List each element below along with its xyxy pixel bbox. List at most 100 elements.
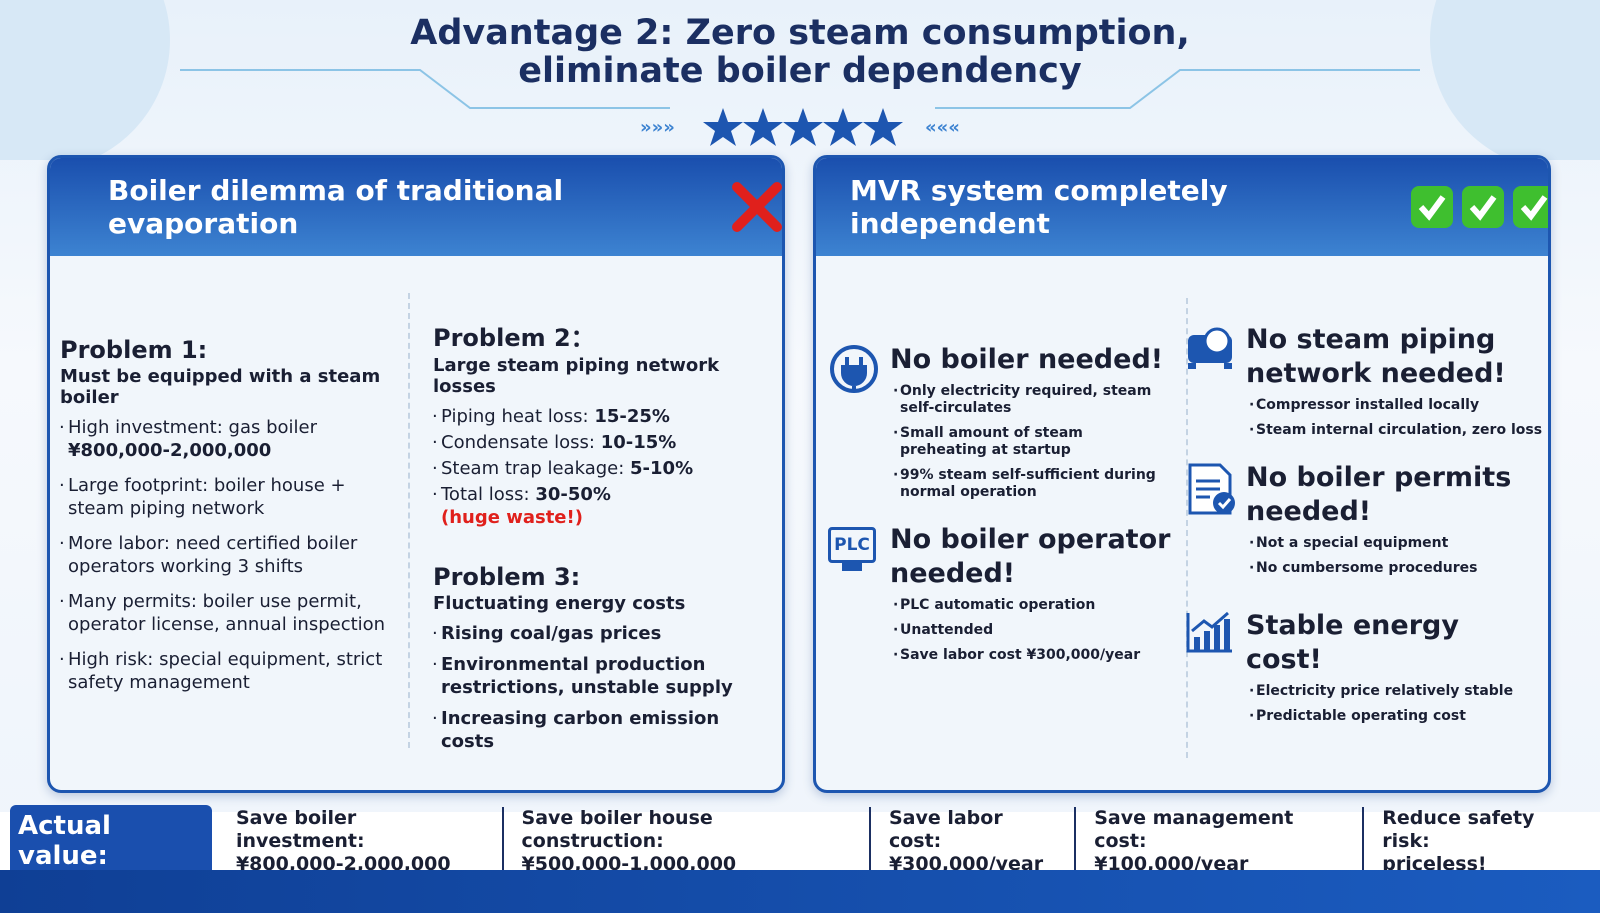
problem-item: High investment: gas boiler ¥800,000-2,0…: [59, 416, 405, 462]
problem-item: Environmental production restrictions, u…: [432, 653, 778, 699]
feature-item: Not a special equipment: [1249, 535, 1544, 552]
feature-item: Predictable operating cost: [1249, 708, 1544, 725]
feature-heading: Stable energy cost!: [1246, 610, 1459, 675]
footer-item-label: Reduce safety risk:: [1382, 806, 1535, 852]
feature-icon: [828, 343, 880, 399]
footer-item: Save boiler investment: ¥800,000-2,000,00…: [212, 807, 502, 876]
divider: [408, 293, 410, 748]
problem-item: Large footprint: boiler house + steam pi…: [59, 474, 405, 520]
panel-title: MVR system completely independent: [850, 174, 1228, 240]
item-text: Large footprint: boiler house + steam pi…: [68, 475, 346, 519]
feature: No steam piping network needed! Compresso…: [1184, 323, 1544, 439]
panel-header: Boiler dilemma of traditional evaporatio…: [50, 158, 782, 256]
item-text: Steam trap leakage:: [441, 458, 625, 479]
problem-subtitle: Must be equipped with a steam boiler: [60, 366, 381, 408]
footer-item: Save labor cost: ¥300,000/year: [868, 806, 1074, 876]
feature-item: Save labor cost ¥300,000/year: [893, 647, 1173, 664]
problem-subtitle: Large steam piping network losses: [433, 355, 720, 397]
feature-icon: [1184, 323, 1238, 375]
footer: Actual value: Save boiler investment: ¥800…: [0, 805, 1600, 877]
feature-icon: [1184, 461, 1238, 521]
column: No steam piping network needed! Compresso…: [1184, 323, 1544, 733]
column: Problem 2： Large steam piping network los…: [432, 318, 778, 761]
footer-label: Actual value:: [10, 805, 212, 877]
feature: No boiler needed! Only electricity requir…: [828, 343, 1173, 501]
problem-item: Total loss: 30-50%(huge waste!): [432, 483, 778, 529]
item-value: 5-10%: [630, 458, 694, 479]
cross-icon: [732, 182, 782, 232]
footer-item-value: ¥800,000-2,000,000: [235, 852, 451, 875]
column: No boiler needed! Only electricity requir…: [828, 343, 1173, 672]
footer-item-label: Save boiler house construction:: [521, 806, 713, 852]
item-value: Rising coal/gas prices: [441, 623, 662, 644]
footer-item-value: ¥300,000/year: [888, 852, 1044, 875]
footer-item: Save boiler house construction: ¥500,000-…: [501, 806, 869, 876]
feature: PLC No boiler operator needed! PLC automat…: [828, 523, 1173, 664]
footer-item-label: Save management cost:: [1094, 806, 1294, 852]
problem-subtitle: Fluctuating energy costs: [433, 593, 686, 614]
feature-item: Unattended: [893, 622, 1173, 639]
problem: Problem 2： Large steam piping network los…: [432, 318, 778, 529]
feature-item: No cumbersome procedures: [1249, 560, 1544, 577]
footer-item-value: ¥500,000-1,000,000: [521, 852, 737, 875]
svg-text:«««: «««: [925, 117, 960, 138]
icon: [830, 345, 878, 393]
bottom-band: [0, 870, 1600, 913]
footer-item: Save management cost: ¥100,000/year: [1074, 806, 1362, 876]
item-value: ¥800,000-2,000,000: [68, 440, 272, 461]
right-panel: MVR system completely independent No boi…: [813, 155, 1551, 793]
left-panel: Boiler dilemma of traditional evaporatio…: [47, 155, 785, 793]
problem-item: Condensate loss: 10-15%: [432, 431, 778, 454]
feature-item: Electricity price relatively stable: [1249, 683, 1544, 700]
feature-item: Steam internal circulation, zero loss: [1249, 422, 1544, 439]
item-value: 15-25%: [594, 406, 670, 427]
problem-item: Many permits: boiler use permit, operato…: [59, 590, 405, 636]
item-text: Piping heat loss:: [441, 406, 589, 427]
item-text: Total loss:: [441, 484, 530, 505]
feature-heading: No boiler operator needed!: [890, 524, 1171, 589]
feature-heading: No steam piping network needed!: [1246, 324, 1506, 389]
problem-heading: Problem 3:: [433, 563, 581, 591]
problem-item: Steam trap leakage: 5-10%: [432, 457, 778, 480]
item-note: (huge waste!): [441, 507, 583, 528]
feature-icon: PLC: [828, 523, 876, 571]
problem: Problem 1: Must be equipped with a steam …: [59, 336, 405, 694]
item-value: 10-15%: [600, 432, 677, 453]
problem-item: Rising coal/gas prices: [432, 622, 778, 645]
footer-item: Reduce safety risk: priceless!: [1362, 806, 1600, 876]
feature-heading: No boiler permits needed!: [1246, 462, 1512, 527]
problem: Problem 3:Fluctuating energy costs Rising…: [432, 563, 778, 753]
title-line: eliminate boiler dependency: [518, 51, 1082, 91]
feature: Stable energy cost! Electricity price rel…: [1184, 609, 1544, 725]
feature-item: Small amount of steam preheating at star…: [893, 425, 1173, 459]
feature-item: Compressor installed locally: [1249, 397, 1544, 414]
footer-item-label: Save boiler investment:: [235, 806, 365, 852]
feature-item: PLC automatic operation: [893, 597, 1173, 614]
icon: [1188, 327, 1232, 369]
problem-item: Increasing carbon emission costs: [432, 707, 778, 753]
panel-title: Boiler dilemma of traditional evaporatio…: [108, 174, 564, 240]
title-line: Advantage 2: Zero steam consumption,: [410, 13, 1190, 53]
feature-item: Only electricity required, steam self-ci…: [893, 383, 1173, 417]
feature-item: 99% steam self-sufficient during normal …: [893, 467, 1173, 501]
feature-icon: [1184, 609, 1234, 659]
footer-item-value: priceless!: [1382, 852, 1487, 875]
divider: [1186, 298, 1188, 758]
item-text: More labor: need certified boiler operat…: [68, 533, 358, 577]
footer-item-value: ¥100,000/year: [1094, 852, 1249, 875]
header-decoration: »»» «««: [0, 0, 1600, 160]
item-text: Condensate loss:: [441, 432, 595, 453]
item-text: High risk: special equipment, strict saf…: [68, 649, 383, 693]
problem-heading: Problem 1:: [60, 336, 208, 364]
column: Problem 1: Must be equipped with a steam …: [59, 336, 405, 706]
item-value: Increasing carbon emission costs: [441, 708, 720, 752]
item-value: Environmental production restrictions, u…: [441, 654, 733, 698]
problem-item: High risk: special equipment, strict saf…: [59, 648, 405, 694]
feature-heading: No boiler needed!: [890, 344, 1164, 375]
icon: [1186, 611, 1232, 653]
svg-text:»»»: »»»: [640, 117, 675, 138]
feature: No boiler permits needed! Not a special e…: [1184, 461, 1544, 577]
problem-heading: Problem 2：: [433, 324, 595, 352]
title: Advantage 2: Zero steam consumption, elim…: [0, 14, 1600, 90]
item-value: 30-50%: [535, 484, 611, 505]
